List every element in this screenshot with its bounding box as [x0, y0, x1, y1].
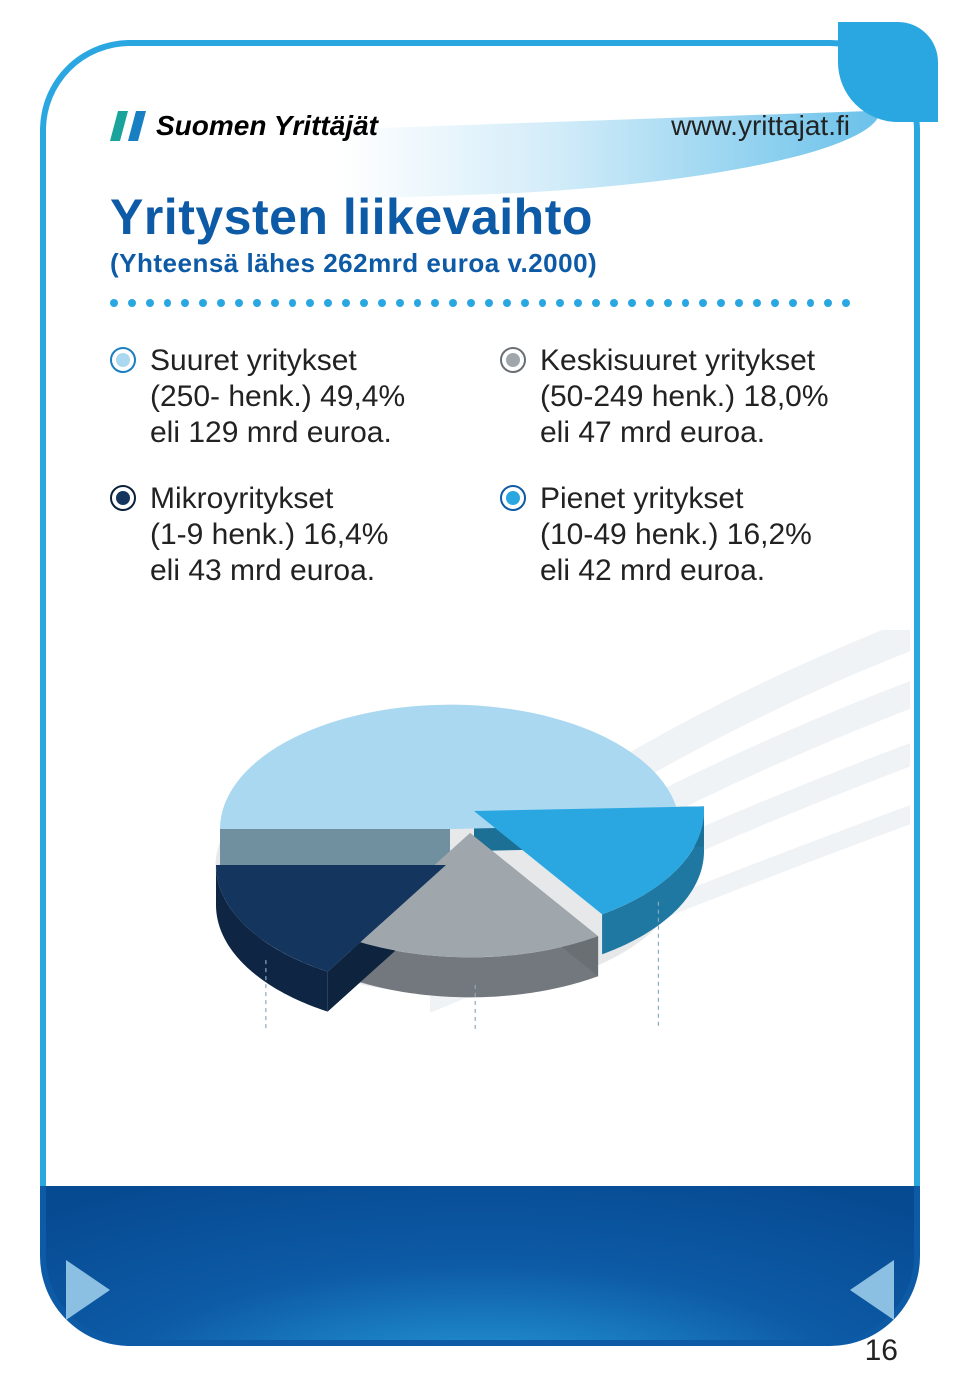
page: Suomen Yrittäjät www.yrittajat.fi Yritys… [0, 0, 960, 1386]
legend-label: Suuret yritykset (250- henk.) 49,4% eli … [150, 343, 405, 451]
brand-text: Suomen Yrittäjät [156, 110, 378, 142]
page-subtitle: (Yhteensä lähes 262mrd euroa v.2000) [110, 248, 850, 279]
pie-chart-wrap [110, 649, 850, 1049]
header-url: www.yrittajat.fi [671, 110, 850, 142]
page-title: Yritysten liikevaihto [110, 188, 850, 246]
brand-logo-icon [110, 111, 146, 141]
dotted-divider [110, 299, 850, 307]
legend-bullet-icon [500, 347, 526, 373]
content-area: Suomen Yrittäjät www.yrittajat.fi Yritys… [110, 110, 850, 1186]
legend-bullet-icon [110, 485, 136, 511]
brand: Suomen Yrittäjät [110, 110, 378, 142]
legend-item: Pienet yritykset (10-49 henk.) 16,2% eli… [500, 481, 850, 589]
legend-item: Keskisuuret yritykset (50-249 henk.) 18,… [500, 343, 850, 451]
page-number: 16 [865, 1334, 898, 1368]
legend-item: Mikroyritykset (1-9 henk.) 16,4% eli 43 … [110, 481, 460, 589]
frame-bottom-decoration [40, 1186, 920, 1346]
legend-label: Keskisuuret yritykset (50-249 henk.) 18,… [540, 343, 829, 451]
legend-item: Suuret yritykset (250- henk.) 49,4% eli … [110, 343, 460, 451]
header-row: Suomen Yrittäjät www.yrittajat.fi [110, 110, 850, 142]
title-block: Yritysten liikevaihto (Yhteensä lähes 26… [110, 188, 850, 279]
frame-left-decoration [40, 180, 46, 1206]
pie-chart [190, 649, 770, 1049]
legend-bullet-icon [110, 347, 136, 373]
frame-right-decoration [914, 180, 920, 1206]
legend: Suuret yritykset (250- henk.) 49,4% eli … [110, 343, 850, 589]
legend-label: Pienet yritykset (10-49 henk.) 16,2% eli… [540, 481, 812, 589]
legend-bullet-icon [500, 485, 526, 511]
legend-label: Mikroyritykset (1-9 henk.) 16,4% eli 43 … [150, 481, 388, 589]
